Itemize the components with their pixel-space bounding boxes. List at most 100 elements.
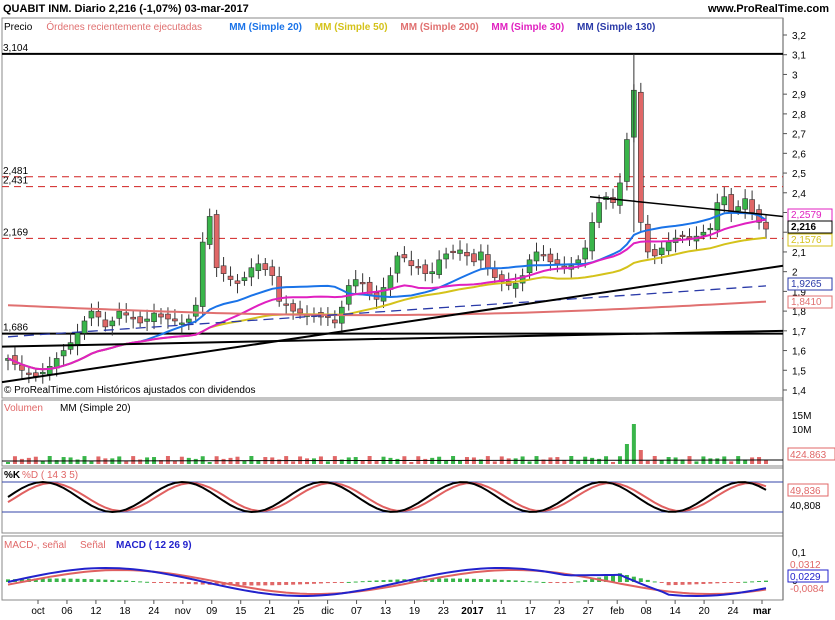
volume-bar [624,444,629,464]
macd-histogram-bar [736,582,741,583]
volume-bar [117,456,122,464]
macd-histogram-bar [138,581,143,583]
x-tick-label: 12 [90,606,102,617]
volume-bar [729,461,734,464]
macd-histogram-bar [214,582,219,586]
candle [547,253,554,263]
candle [179,322,185,325]
instrument-title: QUABIT INM. Diario 2,216 (-1,07%) 03-mar… [3,3,249,15]
volume-bar [305,458,310,464]
macd-histogram-bar [388,579,393,582]
macd-histogram-bar [75,578,80,582]
macd-histogram-bar [576,581,581,583]
candle [213,214,220,269]
x-tick-label: 24 [148,606,160,617]
volume-bar [249,456,254,464]
candle [491,268,498,278]
macd-histogram-bar [471,578,476,582]
y-tick-label: 1,4 [792,386,806,397]
macd-histogram-bar [437,578,442,582]
x-tick-label: 24 [727,606,739,617]
candle [665,241,672,252]
x-tick-label: feb [610,606,624,617]
ma130-line [7,285,767,338]
candle [39,371,46,375]
macd-histogram-bar [694,582,699,585]
candle [478,251,484,261]
macd-histogram-bar [367,580,372,582]
x-tick-label: 07 [351,606,363,617]
macd-histogram-bar [708,582,713,584]
legend-item: MM (Simple 200) [400,22,478,33]
candle [415,266,422,269]
candle [471,253,477,263]
volume-bar [158,460,163,464]
ma30-line [7,218,767,371]
volume-bar [541,459,546,464]
panel-frame [1,17,784,399]
x-tick-label: 06 [61,606,73,617]
candle [540,254,547,257]
volume-bar [54,460,59,464]
macd-histogram-bar [485,579,490,582]
candle [582,247,588,260]
level-label: 2,481 [3,166,28,177]
y-tick-label: 1,9 [792,287,806,298]
candle [220,265,227,274]
candle [95,311,102,318]
volume-bar [527,461,532,464]
volume-bar [332,456,337,464]
y-tick-label: 3 [792,70,798,81]
macd-histogram-bar [513,580,518,582]
y-tick-label: 1,6 [792,347,806,358]
macd-histogram-bar [242,582,247,586]
candle [644,223,651,253]
candle [33,372,39,377]
stoch-k-legend: %K [4,470,21,481]
value-tag-label: 0,0229 [790,572,821,583]
volume-tick-label: 15M [792,411,811,422]
brand-link[interactable]: www.ProRealTime.com [707,3,829,15]
value-tag-box [787,220,833,234]
candle [485,254,491,269]
macd-histogram-bar [569,582,574,583]
volume-bar [311,458,316,464]
volume-bar [743,459,748,464]
volume-bar [131,456,136,464]
stoch-k-line [7,480,767,514]
x-tick-label: 18 [119,606,131,617]
candle [81,320,88,334]
macd-histogram-bar [291,582,296,585]
volume-bar [172,460,177,464]
volume-legend: Volumen [4,403,43,414]
candle [387,275,394,290]
candle [109,320,116,327]
macd-histogram-bar [318,582,323,584]
x-tick-label: mar [753,606,771,617]
candle [248,267,255,278]
candle [255,263,262,271]
macd-histogram-bar [152,582,157,583]
macd-histogram-bar [61,578,66,582]
candle [554,259,561,265]
x-tick-label: 23 [554,606,566,617]
macd-histogram-bar [325,582,330,584]
y-tick-label: 2,7 [792,130,806,141]
candle [721,196,728,206]
volume-bar [694,461,699,464]
value-tag-box [787,483,829,497]
macd-histogram-bar [353,581,358,583]
x-tick-label: 19 [409,606,421,617]
macd-histogram-bar [6,579,10,582]
macd-histogram-bar [743,581,748,583]
volume-bar [12,456,17,464]
candle [165,313,171,320]
volume-bar [513,458,518,464]
y-tick-label: 1,7 [792,327,806,338]
macd-histogram-bar [673,582,678,586]
volume-bar [478,459,483,464]
level-label: 2,169 [3,227,28,238]
macd-histogram-bar [715,582,720,584]
macd-histogram-bar [478,579,483,582]
